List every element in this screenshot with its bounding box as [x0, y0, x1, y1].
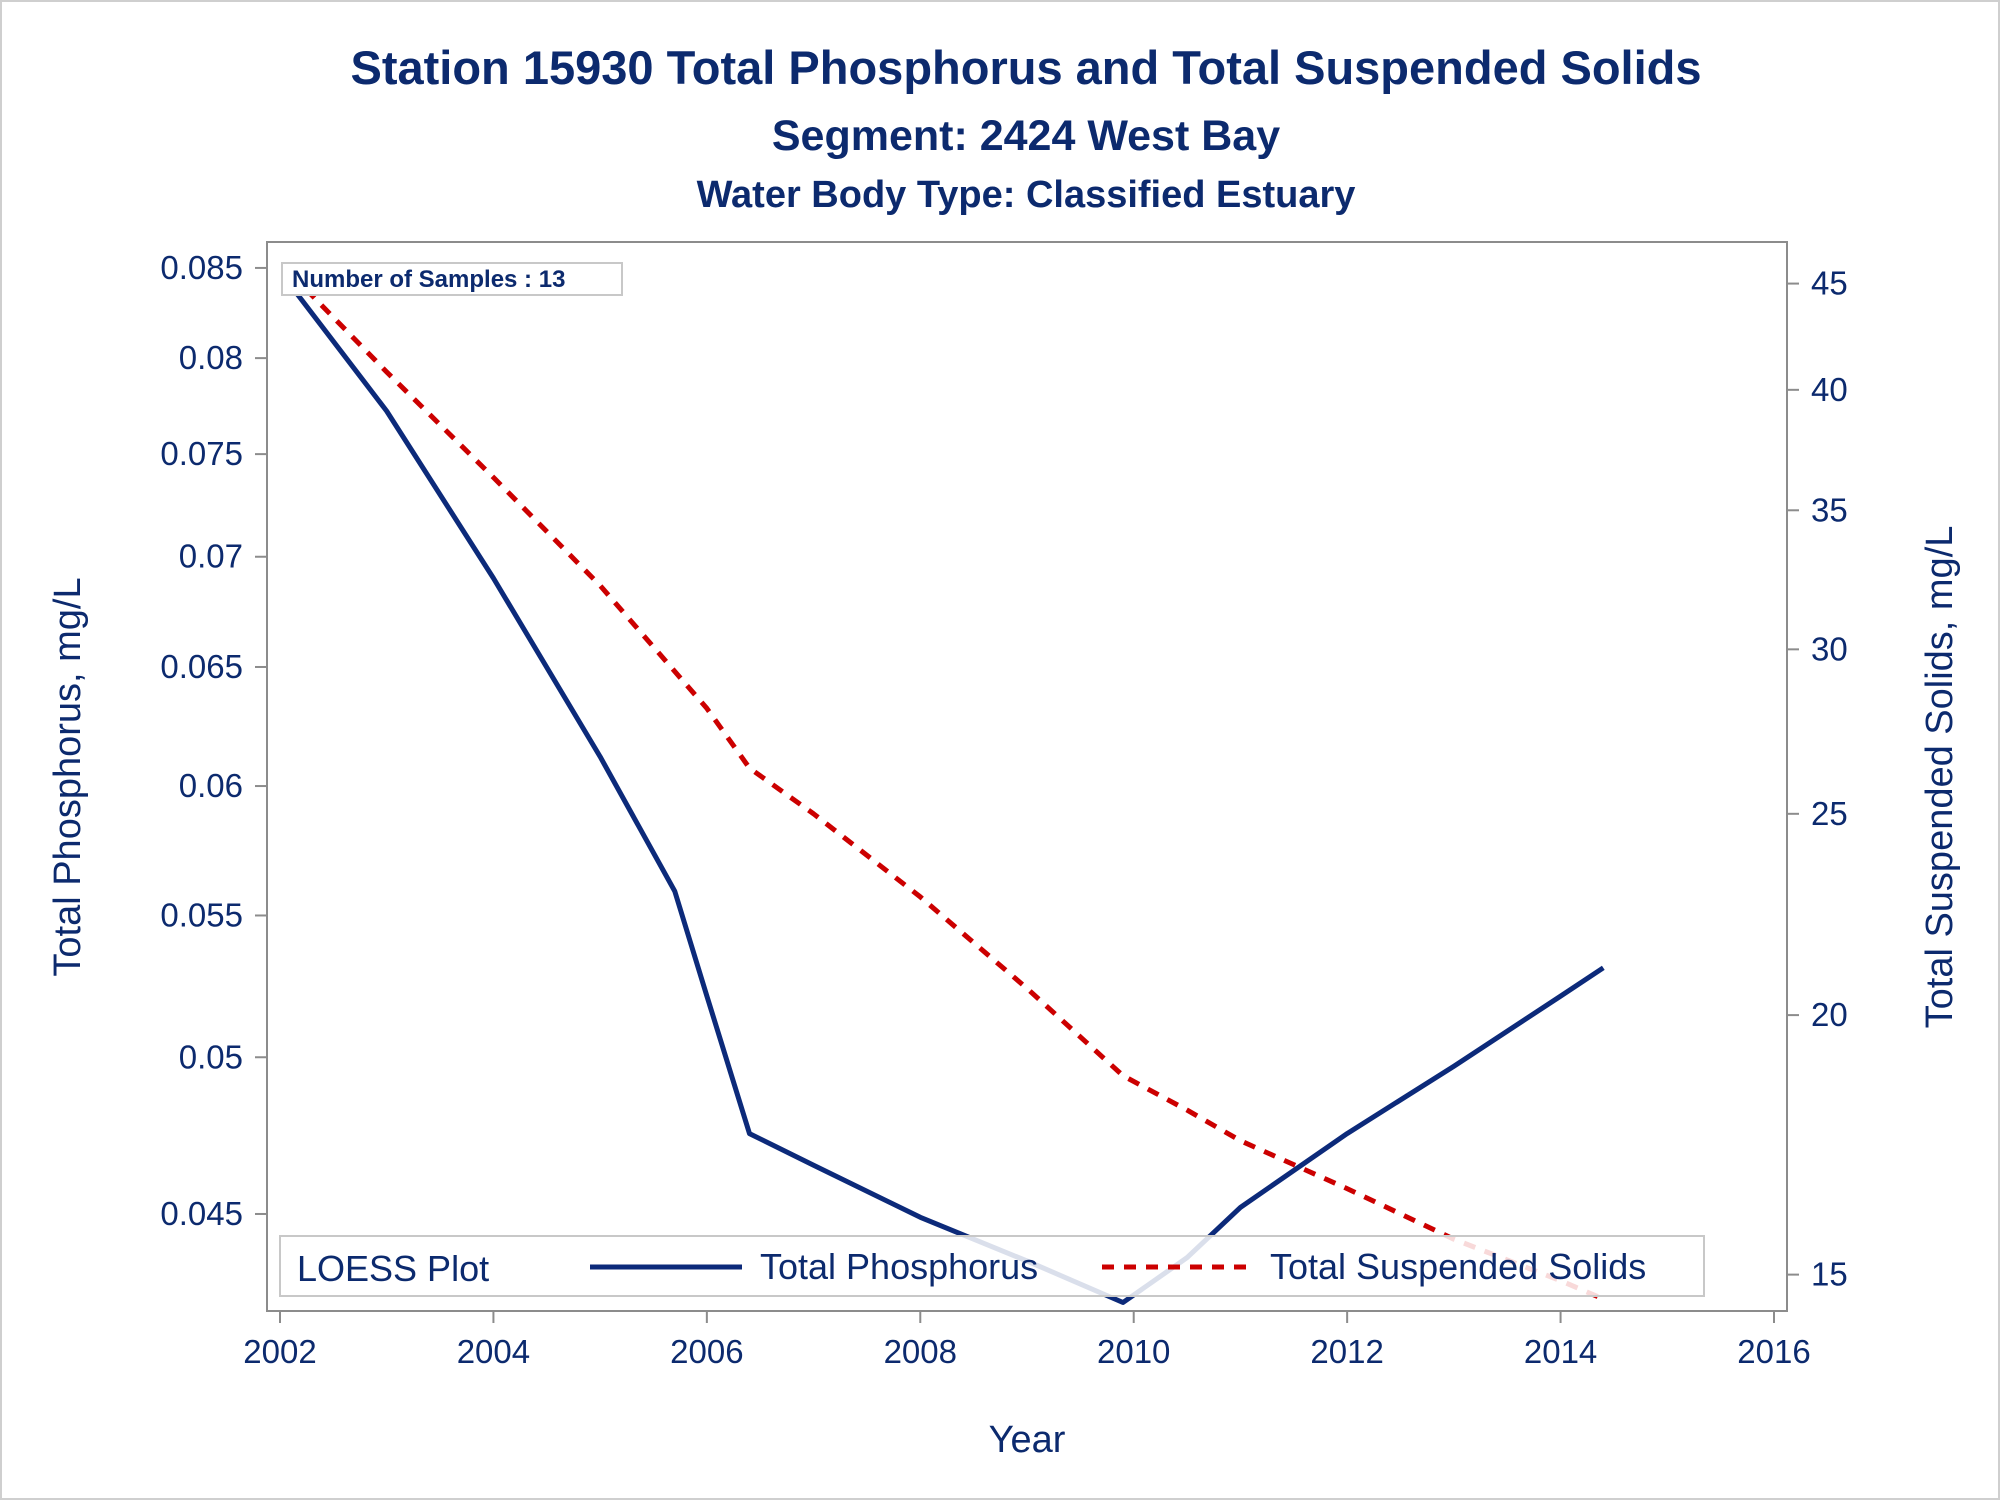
y-left-tick-label: 0.05	[179, 1038, 243, 1075]
chart-subtitle-2: Water Body Type: Classified Estuary	[697, 174, 1356, 216]
y-axis-left: 0.045 0.05 0.055 0.06 0.065 0.07 0.075 0.08 0.08…	[160, 249, 267, 1232]
y-left-tick-label: 0.065	[160, 648, 243, 685]
x-tick-label: 2006	[670, 1333, 743, 1370]
sample-count-label: Number of Samples : 13	[292, 266, 565, 293]
sample-count-box	[281, 262, 623, 296]
y-axis-left-label: Total Phosphorus, mg/L	[47, 577, 89, 976]
y-left-tick-label: 0.075	[160, 435, 243, 472]
y-left-tick-label: 0.06	[179, 767, 243, 804]
y-axis-right-label: Total Suspended Solids, mg/L	[1919, 526, 1961, 1029]
y-right-tick-label: 30	[1811, 630, 1848, 667]
series-line-total-suspended-solids	[288, 271, 1605, 1302]
y-right-tick-label: 35	[1811, 491, 1848, 528]
y-left-tick-label: 0.085	[160, 249, 243, 286]
series-line-total-phosphorus	[288, 283, 1605, 1305]
series-layer	[288, 271, 1605, 1305]
x-tick-label: 2002	[243, 1333, 316, 1370]
y-left-tick-label: 0.045	[160, 1195, 243, 1232]
x-tick-label: 2016	[1737, 1333, 1810, 1370]
x-tick-label: 2004	[457, 1333, 530, 1370]
x-tick-label: 2010	[1097, 1333, 1170, 1370]
legend-title: LOESS Plot	[297, 1248, 489, 1289]
plot-area	[266, 241, 1788, 1312]
legend-label-total-suspended-solids: Total Suspended Solids	[1270, 1246, 1646, 1287]
y-right-tick-label: 15	[1811, 1256, 1848, 1293]
x-tick-label: 2012	[1310, 1333, 1383, 1370]
x-tick-label: 2008	[884, 1333, 957, 1370]
y-right-tick-label: 25	[1811, 795, 1848, 832]
y-right-tick-label: 40	[1811, 371, 1848, 408]
legend-label-total-phosphorus: Total Phosphorus	[760, 1246, 1038, 1287]
x-tick-label: 2014	[1524, 1333, 1597, 1370]
x-axis: 2002 2004 2006 2008 2010 2012 2014 2016	[243, 1311, 1811, 1370]
y-right-tick-label: 45	[1811, 265, 1848, 302]
chart-subtitle: Segment: 2424 West Bay	[772, 112, 1280, 160]
y-left-tick-label: 0.055	[160, 896, 243, 933]
legend	[279, 1235, 1705, 1297]
y-left-tick-label: 0.08	[179, 339, 243, 376]
chart-title: Station 15930 Total Phosphorus and Total…	[351, 41, 1702, 94]
y-left-tick-label: 0.07	[179, 538, 243, 575]
y-axis-right: 15 20 25 30 35 40 45	[1787, 265, 1848, 1293]
y-right-tick-label: 20	[1811, 996, 1848, 1033]
x-axis-label: Year	[989, 1419, 1066, 1461]
